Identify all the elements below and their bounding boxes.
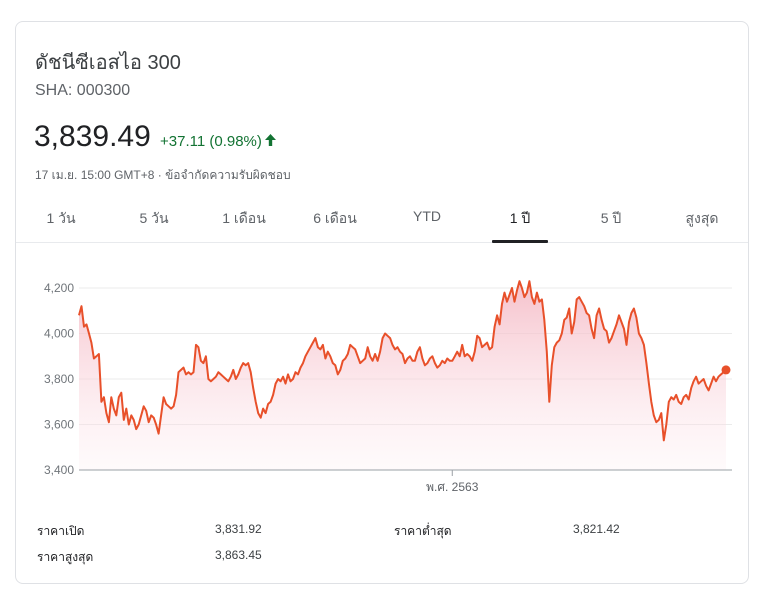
timestamp-disclaimer: 17 เม.ย. 15:00 GMT+8 · ข้อจำกัดความรับผิ…	[35, 168, 291, 182]
active-tab-indicator	[492, 240, 548, 243]
last-price-dot	[721, 365, 731, 375]
current-price: 3,839.49	[34, 120, 151, 153]
tab-5-days[interactable]: 5 วัน	[139, 210, 169, 226]
price-line	[78, 280, 727, 442]
stock-card: ดัชนีซีเอสไอ 300 SHA: 000300 3,839.49 +3…	[15, 21, 749, 584]
time-range-tabs: 1 วัน 5 วัน 1 เดือน 6 เดือน YTD 1 ปี 5 ป…	[16, 198, 748, 243]
y-tick-label: 3,400	[44, 463, 74, 477]
stat-open-label: ราคาเปิด	[37, 524, 85, 538]
tab-1-year[interactable]: 1 ปี	[509, 210, 531, 226]
stat-low-label: ราคาต่ำสุด	[394, 524, 452, 538]
x-tick-label: พ.ศ. 2563	[426, 480, 479, 494]
tab-max[interactable]: สูงสุด	[685, 210, 719, 226]
ticker-symbol: SHA: 000300	[35, 82, 131, 99]
price-area	[79, 281, 726, 470]
tab-1-day[interactable]: 1 วัน	[46, 210, 76, 226]
arrow-up-icon	[264, 133, 276, 150]
stat-high-label: ราคาสูงสุด	[37, 550, 94, 564]
price-chart[interactable]: 4,200 4,000 3,800 3,600 3,400 พ.ศ. 2563	[16, 244, 748, 508]
price-change: +37.11 (0.98%)	[160, 133, 276, 150]
index-title: ดัชนีซีเอสไอ 300	[35, 52, 181, 74]
stat-high-value: 3,863.45	[215, 548, 262, 562]
y-tick-label: 4,000	[44, 327, 74, 341]
y-tick-label: 3,800	[44, 372, 74, 386]
y-tick-label: 3,600	[44, 418, 74, 432]
stat-low-value: 3,821.42	[573, 522, 620, 536]
tab-6-months[interactable]: 6 เดือน	[313, 210, 357, 226]
stat-open-value: 3,831.92	[215, 522, 262, 536]
y-tick-label: 4,200	[44, 281, 74, 295]
tab-ytd[interactable]: YTD	[413, 208, 441, 224]
price-change-text: +37.11 (0.98%)	[160, 133, 262, 150]
tab-1-month[interactable]: 1 เดือน	[222, 210, 266, 226]
tab-5-years[interactable]: 5 ปี	[600, 210, 622, 226]
